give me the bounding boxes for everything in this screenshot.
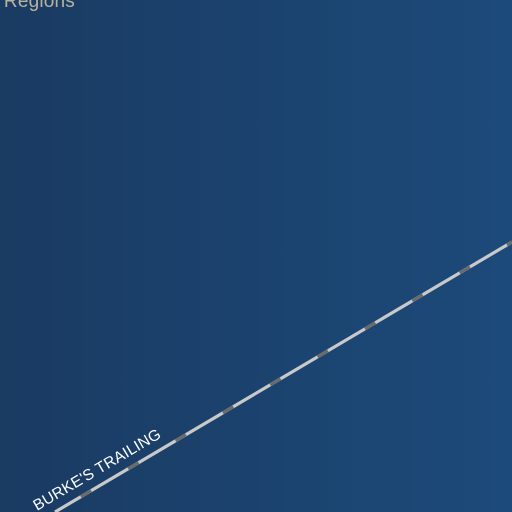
trail-route-label: BURKE'S TRAILING xyxy=(30,426,164,512)
trail-route-dashes xyxy=(54,240,512,512)
region-label: l Regions xyxy=(0,0,76,12)
